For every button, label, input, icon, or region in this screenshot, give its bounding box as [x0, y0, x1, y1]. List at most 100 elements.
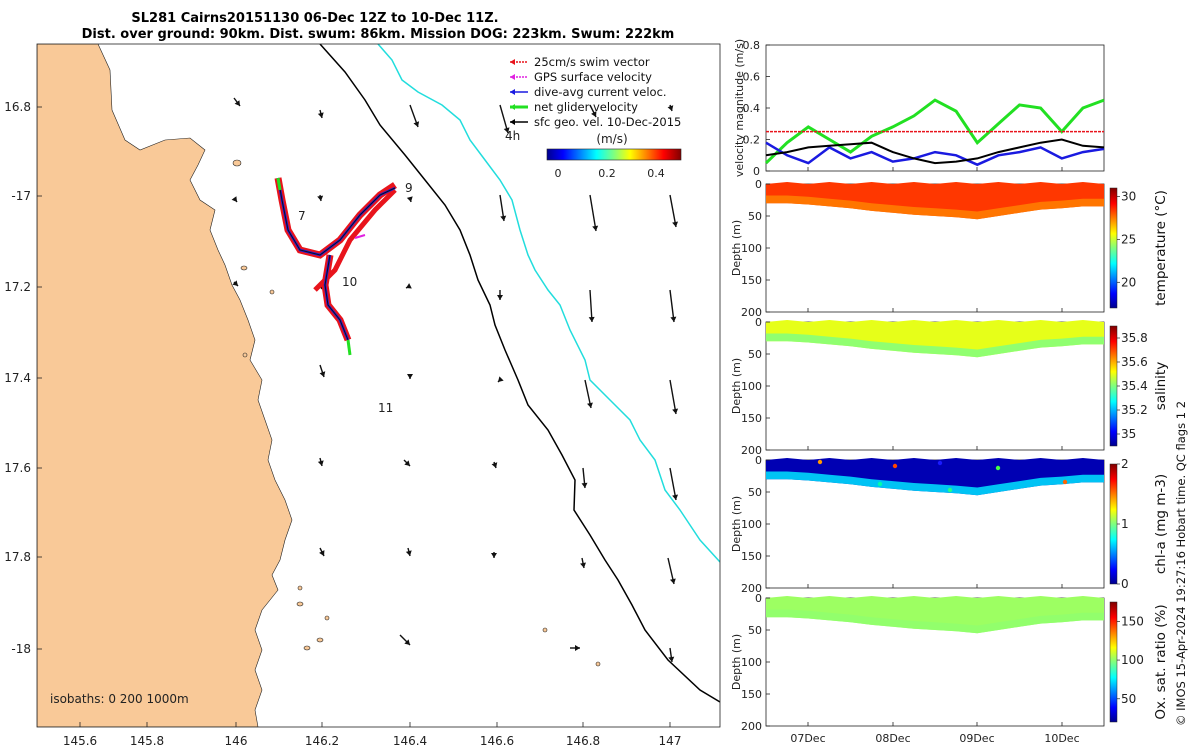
- lat-tick-label: 16.8: [4, 100, 31, 114]
- profile-bottom-band: [766, 195, 1104, 220]
- depth-tick-label: 50: [748, 210, 762, 223]
- cbar-tick-label: 30: [1121, 190, 1136, 204]
- vel-ytick-label: 0.4: [743, 102, 761, 115]
- lon-tick-label: 145.6: [63, 734, 97, 748]
- cbar-tick-label: 1: [1121, 517, 1129, 531]
- legend-entry: GPS surface velocity: [510, 70, 652, 84]
- velocity-arrow: [491, 461, 498, 469]
- chl-sample-dot: [947, 487, 953, 493]
- cbar-label: temperature (°C): [1153, 190, 1169, 306]
- time-tick-label: 10Dec: [1044, 732, 1079, 745]
- colorbar-tick-2: 0.4: [647, 167, 665, 180]
- lon-tick-label: 146.4: [393, 734, 427, 748]
- glider-track: [274, 177, 397, 356]
- velocity-arrow: [491, 552, 497, 558]
- island: [296, 601, 304, 607]
- title-line-1: SL281 Cairns20151130 06-Dec 12Z to 10-De…: [131, 11, 498, 26]
- map-panel: 7 9 10 11 4h isobaths: 0 200 1000m 25cm/…: [4, 43, 721, 748]
- lat-tick-label: 17.2: [4, 280, 31, 294]
- velocity-arrow: [407, 374, 413, 379]
- velocity-arrow: [317, 109, 324, 119]
- lat-tick-label: 17.4: [4, 371, 31, 385]
- depth-tick-label: 0: [755, 592, 762, 605]
- velocity-arrow: [669, 467, 679, 501]
- velocity-ylabel: velocity magnitude (m/s): [733, 39, 746, 177]
- island: [303, 645, 311, 651]
- cbar-tick-label: 35.8: [1121, 331, 1148, 345]
- vel-ytick-label: 0.6: [743, 71, 761, 84]
- velocity-line: [765, 138, 1105, 165]
- velocity-arrow: [497, 376, 504, 383]
- depth-tick-label: 200: [741, 444, 762, 457]
- profile-bottom-band: [766, 333, 1104, 358]
- cbar-tick-label: 50: [1121, 692, 1136, 706]
- depth-tick-label: 50: [748, 624, 762, 637]
- depth-tick-label: 200: [741, 306, 762, 319]
- island: [542, 627, 548, 633]
- depth-tick-label: 0: [755, 454, 762, 467]
- chl-sample-dot: [995, 465, 1001, 471]
- time-axis: 07Dec 08Dec 09Dec 10Dec: [790, 167, 1080, 745]
- depth-tick-label: 100: [741, 518, 762, 531]
- depth-tick-label: 50: [748, 486, 762, 499]
- velocity-arrow: [231, 196, 238, 203]
- cbar-tick-label: 150: [1121, 614, 1144, 628]
- day-label-9: 9: [405, 181, 413, 195]
- velocity-arrow: [406, 196, 413, 203]
- depth-tick-label: 50: [748, 348, 762, 361]
- lon-tick-label: 146: [225, 734, 248, 748]
- depth-panel: 0 50 100 150 200 Depth (m) 30 25 20 temperature (…: [730, 178, 1169, 319]
- velocity-arrow: [581, 467, 588, 489]
- velocity-arrow: [317, 194, 324, 202]
- velocity-axes: 0 0.2 0.4 0.6 0.8: [743, 39, 770, 178]
- velocity-arrow: [319, 364, 326, 378]
- colorbar-unit: (m/s): [596, 132, 627, 146]
- lon-tick-label: 146.6: [480, 734, 514, 748]
- velocity-arrow: [669, 289, 677, 323]
- velocity-arrow: [233, 97, 241, 107]
- velocity-arrow: [669, 194, 679, 228]
- island: [297, 585, 303, 591]
- credit-text: © IMOS 15-Apr-2024 19:27:16 Hobart time.…: [1174, 401, 1188, 726]
- cbar-label: chl-a (mg m-3): [1153, 474, 1169, 574]
- cbar-tick-label: 35.6: [1121, 355, 1148, 369]
- depth-colorbar: [1109, 325, 1118, 447]
- chl-sample-dot: [877, 481, 883, 487]
- cbar-label: Ox. sat. ratio (%): [1153, 604, 1169, 719]
- lon-tick-label: 146.2: [305, 734, 339, 748]
- velocity-arrow: [405, 283, 412, 289]
- depth-tick-label: 200: [741, 720, 762, 733]
- island: [242, 352, 248, 358]
- legend-label: 25cm/s swim vector: [534, 55, 650, 69]
- depth-ylabel: Depth (m): [730, 220, 743, 276]
- profile-bottom-band: [766, 471, 1104, 496]
- velocity-arrow: [399, 634, 411, 646]
- time-tick-label: 07Dec: [790, 732, 825, 745]
- cbar-label: salinity: [1153, 362, 1169, 410]
- chl-sample-dot: [817, 459, 823, 465]
- cbar-tick-label: 35: [1121, 427, 1136, 441]
- marker-4h: 4h: [505, 129, 520, 143]
- velocity-arrow: [668, 647, 675, 663]
- depth-tick-label: 100: [741, 656, 762, 669]
- isobath-1000m: [377, 44, 720, 563]
- depth-panel: 0 50 100 150 200 Depth (m) 2 1 0 chl-a (mg m-3): [730, 454, 1169, 595]
- velocity-arrow: [589, 104, 597, 118]
- velocity-line: [764, 98, 1105, 165]
- legend-arrowhead: [510, 104, 515, 110]
- velocity-arrow: [667, 557, 676, 585]
- island: [240, 265, 248, 271]
- isobaths-label: isobaths: 0 200 1000m: [50, 692, 189, 706]
- depth-tick-label: 150: [741, 688, 762, 701]
- velocity-arrow: [405, 547, 412, 557]
- profile-bottom-band: [766, 609, 1104, 634]
- velocity-arrow: [317, 457, 324, 467]
- legend-arrowhead: [510, 119, 515, 125]
- depth-ylabel: Depth (m): [730, 496, 743, 552]
- vel-ytick-label: 0: [753, 165, 760, 178]
- velocity-arrow: [499, 104, 510, 134]
- velocity-arrow: [497, 290, 503, 300]
- land-mass: [37, 44, 293, 727]
